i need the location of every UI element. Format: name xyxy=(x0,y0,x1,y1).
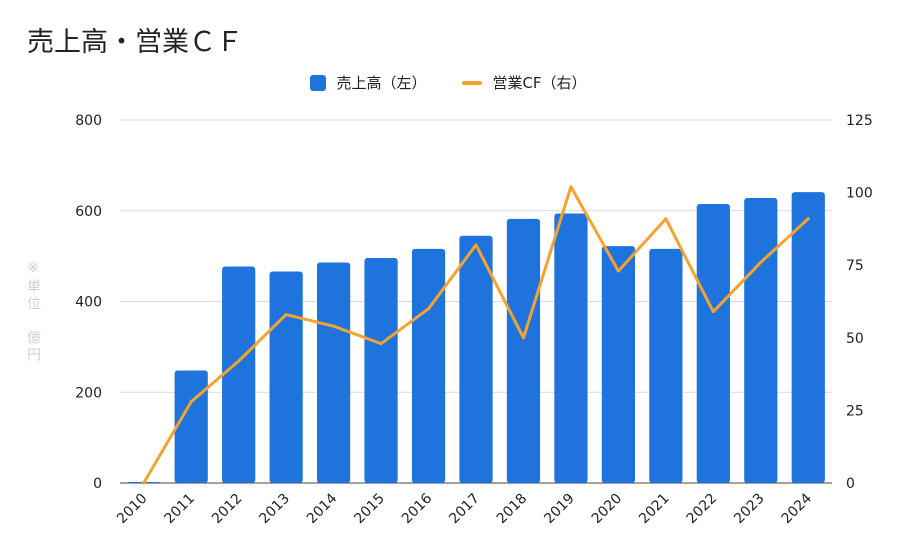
operating-cf-point xyxy=(569,185,573,189)
bar xyxy=(364,257,398,483)
x-tick-label: 2024 xyxy=(779,490,816,527)
bar xyxy=(696,203,730,483)
x-tick-label: 2023 xyxy=(731,491,768,528)
legend-item-operating-cf[interactable]: 営業CF（右） xyxy=(462,72,587,93)
x-tick-label: 2019 xyxy=(541,491,578,528)
bar xyxy=(601,246,636,483)
operating-cf-point xyxy=(616,269,620,273)
legend-label-operating-cf: 営業CF（右） xyxy=(492,74,587,92)
operating-cf-point xyxy=(427,307,431,311)
operating-cf-point xyxy=(237,359,241,363)
unit-note: ※単位 億円 xyxy=(25,260,41,364)
legend-swatch-sales xyxy=(310,74,327,91)
x-tick-label: 2018 xyxy=(494,491,531,528)
x-tick-label: 2022 xyxy=(684,491,721,528)
x-tick-label: 2014 xyxy=(304,490,341,527)
bar xyxy=(744,198,778,484)
legend: 売上高（左） 営業CF（右） xyxy=(0,72,897,93)
y-left-tick-label: 200 xyxy=(75,385,102,401)
bar xyxy=(459,235,493,483)
y-right-tick-label: 100 xyxy=(846,186,873,202)
operating-cf-point xyxy=(474,243,478,247)
operating-cf-point xyxy=(521,336,525,340)
y-left-tick-label: 0 xyxy=(93,476,102,492)
x-tick-label: 2015 xyxy=(351,491,388,528)
operating-cf-point xyxy=(189,400,193,404)
operating-cf-point xyxy=(711,310,715,314)
bar xyxy=(269,271,303,483)
x-tick-label: 2017 xyxy=(446,491,483,528)
y-right-tick-label: 50 xyxy=(846,331,864,347)
bar xyxy=(506,218,541,484)
y-right-tick-label: 125 xyxy=(846,113,873,129)
bar xyxy=(791,192,825,484)
x-tick-label: 2021 xyxy=(636,491,673,528)
y-left-tick-label: 400 xyxy=(75,295,102,311)
x-tick-label: 2013 xyxy=(256,491,293,528)
bar xyxy=(411,248,446,483)
operating-cf-point xyxy=(332,324,336,328)
y-right-tick-label: 0 xyxy=(846,476,855,492)
legend-swatch-operating-cf xyxy=(462,80,483,85)
operating-cf-point xyxy=(664,217,668,221)
operating-cf-point xyxy=(806,217,810,221)
y-left-tick-label: 800 xyxy=(75,113,102,129)
bar xyxy=(649,248,683,483)
operating-cf-point xyxy=(759,260,763,264)
y-right-tick-label: 25 xyxy=(846,403,864,419)
bar xyxy=(174,370,208,483)
x-tick-label: 2010 xyxy=(114,491,151,528)
chart-title: 売上高・営業ＣＦ xyxy=(27,27,243,58)
bar xyxy=(554,213,588,483)
x-tick-label: 2012 xyxy=(209,491,246,528)
legend-label-sales: 売上高（左） xyxy=(336,74,427,92)
operating-cf-point xyxy=(142,481,146,485)
x-tick-label: 2020 xyxy=(589,491,626,528)
operating-cf-point xyxy=(379,342,383,346)
y-right-tick-label: 75 xyxy=(846,258,864,274)
legend-item-sales[interactable]: 売上高（左） xyxy=(310,72,426,93)
bar xyxy=(316,262,351,483)
y-left-tick-label: 600 xyxy=(75,204,102,220)
bar xyxy=(222,266,256,483)
operating-cf-point xyxy=(284,313,288,317)
x-tick-label: 2011 xyxy=(162,491,199,528)
x-tick-label: 2016 xyxy=(399,490,436,527)
